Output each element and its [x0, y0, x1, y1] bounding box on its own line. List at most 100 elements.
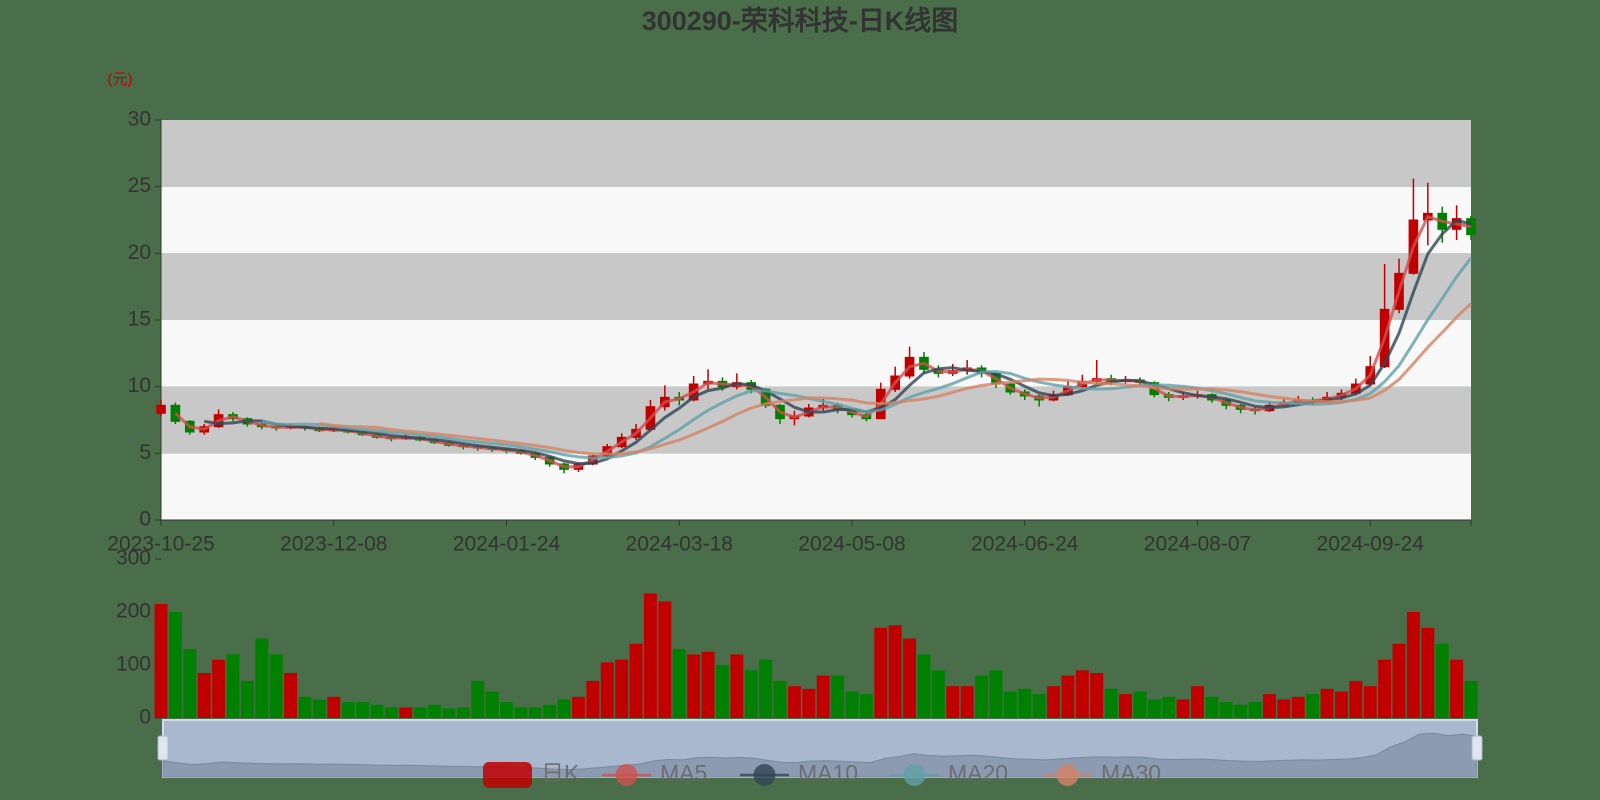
volume-bar	[831, 675, 845, 718]
volume-bar	[1406, 612, 1420, 718]
legend-icon[interactable]	[1056, 764, 1079, 786]
legend-label[interactable]: 日K	[541, 760, 580, 786]
volume-bar	[428, 704, 441, 718]
volume-bar	[730, 654, 744, 718]
volume-bar	[1119, 694, 1132, 718]
volume-bar	[1018, 688, 1032, 718]
volume-bar	[557, 699, 571, 718]
volume-bar	[917, 654, 931, 718]
volume-bar	[399, 707, 413, 718]
x-tick-label: 2024-06-24	[971, 533, 1079, 556]
ma-line	[203, 218, 1472, 466]
volume-bar	[168, 612, 182, 718]
ma-line	[174, 214, 1472, 469]
y-tick-label: 300	[116, 547, 151, 570]
volume-bar	[1104, 688, 1118, 718]
volume-bar	[197, 672, 211, 718]
volume-bar	[154, 604, 168, 718]
volume-bar	[571, 696, 585, 718]
y-tick-label: 10	[128, 374, 151, 397]
volume-bar	[759, 659, 773, 718]
y-axis-unit: (元)	[108, 71, 133, 88]
volume-bar	[298, 696, 312, 718]
volume-bar	[744, 670, 758, 718]
volume-bar	[1061, 675, 1075, 718]
legend-icon[interactable]	[903, 764, 926, 786]
volume-bar	[1133, 691, 1147, 718]
volume-bar	[312, 699, 326, 718]
volume-bar	[1075, 670, 1089, 718]
candle-body	[156, 404, 166, 414]
volume-bar	[1191, 686, 1204, 718]
volume-bar	[471, 680, 485, 718]
volume-bar	[1363, 686, 1377, 718]
legend-icon[interactable]	[753, 764, 776, 786]
volume-bar	[284, 672, 298, 718]
x-tick-label: 2023-10-25	[107, 533, 214, 556]
volume-bar	[874, 627, 888, 718]
legend-icon[interactable]	[483, 762, 532, 788]
y-tick-label: 0	[139, 706, 151, 729]
volume-bar	[1392, 643, 1406, 718]
legend-label[interactable]: MA20	[948, 760, 1008, 786]
x-tick-label: 2024-05-08	[798, 533, 905, 556]
y-tick-label: 15	[128, 308, 151, 331]
volume-bar	[1320, 688, 1334, 718]
volume-bar	[1205, 696, 1219, 718]
volume-bar	[514, 707, 528, 718]
volume-bar	[629, 643, 643, 718]
volume-bar	[931, 670, 945, 718]
legend-label[interactable]: MA5	[660, 760, 707, 786]
zoom-handle[interactable]	[157, 735, 169, 761]
volume-bar	[183, 649, 197, 718]
volume-bar	[845, 691, 859, 718]
x-tick-label: 2023-12-08	[280, 533, 387, 556]
volume-bar	[1291, 696, 1305, 718]
volume-bar	[715, 665, 729, 718]
volume-bar	[1435, 643, 1449, 718]
volume-bar	[240, 680, 254, 718]
volume-bar	[384, 707, 398, 718]
volume-bar	[1032, 694, 1046, 718]
volume-bar	[1234, 704, 1248, 718]
volume-bar	[859, 694, 873, 718]
volume-bar	[802, 688, 816, 718]
legend-label[interactable]: MA10	[798, 760, 858, 786]
y-tick-label: 20	[128, 241, 151, 264]
x-tick-label: 2024-01-24	[453, 533, 561, 556]
volume-bar	[1003, 691, 1017, 718]
volume-bar	[212, 659, 226, 718]
volume-bar	[500, 702, 513, 718]
legend-label[interactable]: MA30	[1101, 760, 1161, 786]
zoom-handle[interactable]	[1471, 735, 1483, 761]
volume-bar	[255, 638, 269, 718]
split-area	[161, 453, 1471, 520]
volume-bar	[1464, 680, 1478, 718]
volume-bar	[672, 649, 686, 718]
volume-bar	[1162, 696, 1176, 718]
x-tick-label: 2024-03-18	[626, 533, 733, 556]
volume-bar	[1334, 691, 1348, 718]
volume-bar	[1176, 699, 1190, 718]
volume-bar	[600, 662, 614, 718]
zoom-preview	[162, 732, 1478, 778]
volume-bar	[1047, 686, 1061, 718]
volume-bar	[226, 654, 240, 718]
volume-bar	[787, 686, 801, 718]
volume-bar	[1219, 702, 1233, 718]
volume-bar	[989, 670, 1003, 718]
legend-icon[interactable]	[615, 764, 638, 786]
volume-bar	[356, 702, 370, 718]
volume-bar	[773, 680, 787, 718]
y-tick-label: 25	[128, 174, 151, 197]
volume-bar	[586, 680, 600, 718]
volume-bar	[1147, 699, 1161, 718]
volume-bar	[687, 654, 701, 718]
volume-bar	[1090, 672, 1104, 718]
volume-bar	[888, 625, 902, 718]
volume-bar	[442, 708, 456, 718]
chart-title: 300290-荣科科技-日K线图	[642, 6, 959, 36]
y-tick-label: 5	[139, 441, 151, 464]
volume-bar	[1450, 659, 1464, 718]
